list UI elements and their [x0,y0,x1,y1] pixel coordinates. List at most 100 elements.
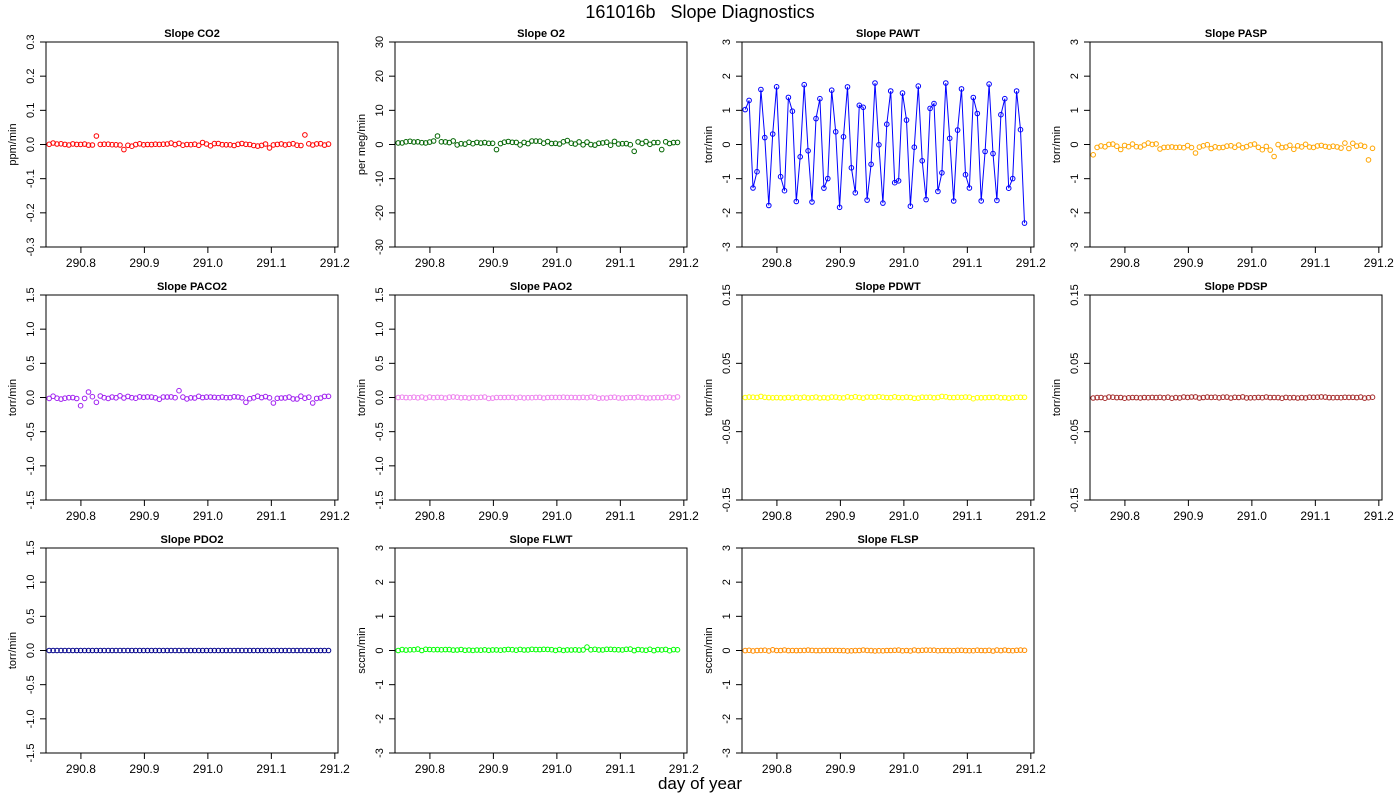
data-point [950,647,957,654]
data-point [493,146,500,153]
data-point [821,185,827,191]
data-point [282,395,289,401]
data-point [70,394,76,401]
x-tick-label: 291.0 [889,256,919,270]
y-axis-label: torr/min [1051,126,1063,163]
data-point [97,647,104,654]
data-point [1369,145,1376,152]
data-point [1017,126,1024,133]
x-tick-label: 291.1 [256,762,286,776]
data-point [290,396,296,402]
data-point [129,394,135,401]
data-point [62,395,68,402]
data-point [1009,175,1016,182]
data-point [580,142,586,148]
data-point [70,647,76,654]
data-point [290,647,296,654]
data-point [136,394,143,400]
data-point [584,139,590,145]
data-point [1002,647,1008,653]
data-point [821,647,827,654]
data-point [497,394,504,401]
data-point [1310,394,1317,401]
data-point [407,647,413,653]
data-point [639,647,645,653]
data-point [1212,394,1218,401]
data-point [1196,395,1203,401]
x-tick-label: 290.8 [1110,256,1140,270]
data-point [188,141,194,148]
data-point [450,138,457,144]
data-point [750,394,756,401]
data-point [817,647,823,654]
x-tick-label: 291.1 [256,509,286,523]
data-point [1184,394,1191,401]
data-point [85,142,92,148]
data-point [434,646,441,653]
x-tick-label: 291.0 [193,762,223,776]
data-point [144,394,151,400]
panel-flsp: Slope FLSP sccm/min -3 -2 -1 0 1 2 3 290.8 290.9 29… [703,534,1046,776]
y-tick-label: 0 [374,647,386,653]
data-point [62,141,68,148]
data-point [85,647,92,654]
data-point [828,87,835,93]
data-point [974,110,981,117]
data-point [407,394,413,401]
data-point [89,647,96,654]
y-tick-label: 0.5 [374,356,386,371]
data-point [426,646,433,653]
panel-title: Slope PAO2 [510,281,572,293]
data-point [860,647,867,653]
data-point [958,86,965,92]
data-point [1165,144,1171,150]
y-tick-label: -1 [374,680,386,690]
data-point [860,104,867,111]
data-point [274,395,281,402]
data-point [927,647,933,654]
data-point [785,394,792,401]
data-point [848,165,855,171]
data-point [789,108,796,114]
data-point [180,647,186,654]
data-point [750,185,756,191]
panel-pao2: Slope PAO2 torr/min -1.5 -1.0 -0.5 0.0 0.5 1.0 1… [356,281,699,523]
data-point [742,647,749,654]
data-point [777,395,784,401]
data-point [954,647,961,654]
x-tick-label: 291.1 [952,256,982,270]
data-point [1169,144,1175,150]
data-point [832,129,839,135]
x-tick-label: 291.0 [542,762,572,776]
data-point [1129,394,1136,401]
data-point [666,140,673,147]
data-point [658,146,665,153]
y-tick-label: 30 [374,36,386,48]
data-point [81,647,88,654]
data-point [1322,143,1329,150]
data-point [619,647,626,653]
y-tick-label: 0 [721,647,733,653]
data-point [62,647,68,654]
x-tick-label: 291.2 [669,256,699,270]
data-point [403,139,409,145]
data-point [513,395,520,401]
panel-pasp: Slope PASP torr/min -3 -2 -1 0 1 2 3 290.8 290.9 29… [1051,28,1394,270]
data-point [958,394,965,401]
data-point [454,647,461,653]
data-point [77,402,84,409]
data-point [974,647,981,654]
plot-frame [394,41,688,248]
x-tick-label: 291.0 [889,762,919,776]
x-tick-label: 291.2 [320,762,350,776]
data-point [742,106,749,113]
data-point [1121,395,1128,402]
data-point [462,647,468,654]
data-point [1365,394,1372,401]
data-point [403,647,409,653]
data-point [231,394,237,400]
y-tick-label: -0.5 [25,675,37,694]
data-point [773,394,780,401]
data-point [552,394,559,401]
x-tick-label: 291.2 [320,256,350,270]
